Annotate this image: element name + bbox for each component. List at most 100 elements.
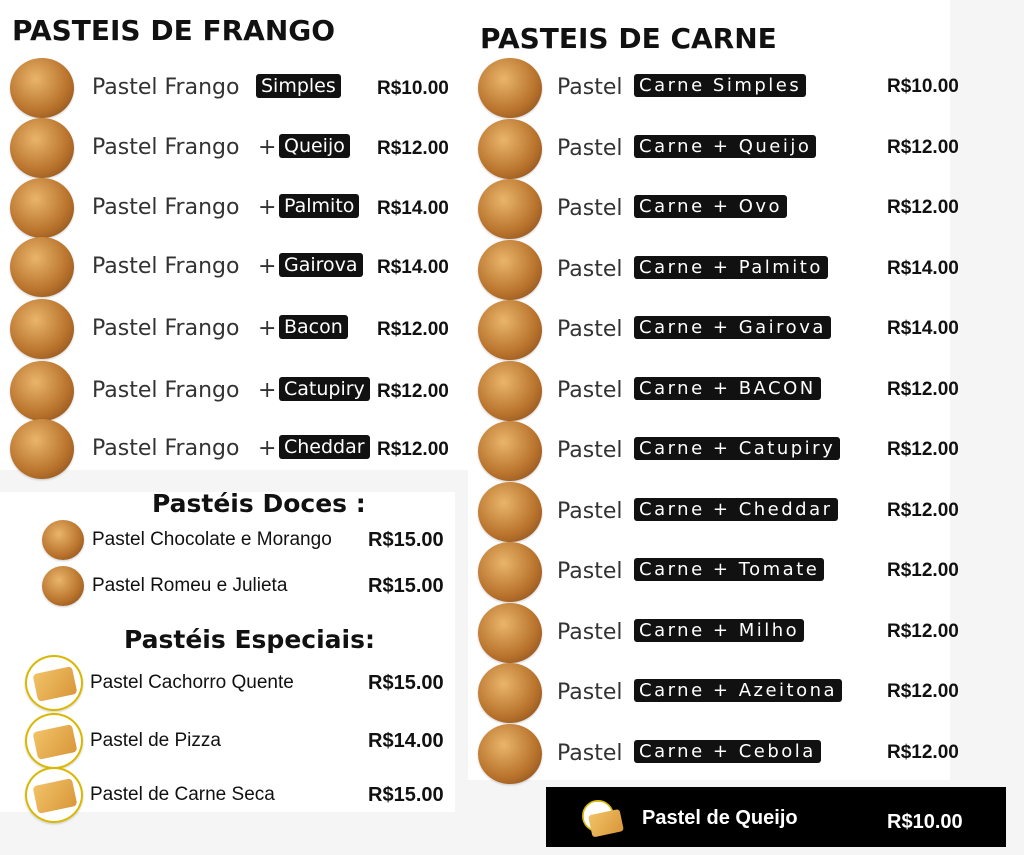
pastel-image xyxy=(10,361,74,421)
item-name: Pastel Chocolate e Morango xyxy=(92,529,332,550)
pastel-image xyxy=(10,118,74,178)
especiais-title: Pastéis Especiais: xyxy=(124,625,375,654)
item-prefix: Pastel xyxy=(557,377,623,403)
pastel-image xyxy=(25,655,83,711)
item-name: Pastel Romeu e Julieta xyxy=(92,575,288,596)
item-price: R$14.00 xyxy=(377,198,449,219)
frango-panel xyxy=(0,0,468,470)
item-badge: Bacon xyxy=(279,315,348,339)
queijo-price: R$10.00 xyxy=(887,811,963,833)
item-prefix: Pastel Frango xyxy=(92,254,240,279)
pastel-image xyxy=(478,179,542,239)
item-prefix: Pastel xyxy=(557,438,623,463)
item-badge: Carne + Cebola xyxy=(634,739,821,763)
item-price: R$14.00 xyxy=(887,318,959,339)
pastel-image xyxy=(478,481,542,542)
item-badge: Gairova xyxy=(279,253,363,277)
item-prefix: Pastel xyxy=(557,317,623,342)
item-badge: Carne + Palmito xyxy=(634,255,828,279)
item-price: R$12.00 xyxy=(887,681,959,702)
plus-sign: + xyxy=(258,378,277,403)
item-prefix: Pastel Frango xyxy=(92,436,240,461)
item-name: Pastel de Carne Seca xyxy=(90,784,275,805)
item-name: Pastel Cachorro Quente xyxy=(90,672,294,693)
item-name: Pastel de Pizza xyxy=(90,730,221,751)
item-badge: Carne Simples xyxy=(634,74,807,97)
item-prefix: Pastel xyxy=(557,559,623,584)
pastel-image xyxy=(478,58,542,118)
item-prefix: Pastel xyxy=(557,619,623,645)
pastel-image xyxy=(478,663,542,723)
pastel-image xyxy=(25,713,83,769)
item-price: R$12.00 xyxy=(377,319,449,340)
item-price: R$14.00 xyxy=(887,257,959,279)
item-badge: Carne + Catupiry xyxy=(634,437,841,460)
queijo-name: Pastel de Queijo xyxy=(642,807,798,829)
pastel-image xyxy=(478,239,542,300)
item-price: R$15.00 xyxy=(368,529,444,551)
item-price: R$12.00 xyxy=(887,197,959,218)
item-prefix: Pastel Frango xyxy=(92,316,240,341)
item-price: R$12.00 xyxy=(887,560,959,581)
pastel-image xyxy=(478,360,542,421)
queijo-banner: Pastel de Queijo R$10.00 xyxy=(546,787,1006,847)
item-badge: Queijo xyxy=(279,134,350,158)
item-badge: Palmito xyxy=(279,194,360,218)
item-price: R$10.00 xyxy=(887,76,959,97)
doces-title: Pastéis Doces : xyxy=(152,489,366,518)
pastel-queijo-image xyxy=(582,800,614,832)
item-badge: Carne + Queijo xyxy=(634,134,817,158)
pastel-image xyxy=(10,237,74,297)
item-prefix: Pastel xyxy=(557,680,623,705)
item-badge: Carne + Milho xyxy=(634,618,805,642)
item-price: R$10.00 xyxy=(377,78,449,99)
item-badge: Catupiry xyxy=(279,377,370,401)
item-price: R$12.00 xyxy=(887,499,959,521)
item-badge: Carne + Tomate xyxy=(634,558,825,581)
plus-sign: + xyxy=(258,135,277,160)
item-prefix: Pastel Frango xyxy=(92,75,240,100)
item-price: R$12.00 xyxy=(887,439,959,460)
pastel-image xyxy=(10,178,74,238)
item-badge: Carne + Cheddar xyxy=(634,497,838,521)
plus-sign: + xyxy=(258,254,277,279)
pastel-image xyxy=(10,58,74,118)
pastel-image xyxy=(478,118,542,179)
pastel-image xyxy=(478,542,542,602)
item-prefix: Pastel xyxy=(557,75,623,100)
item-price: R$12.00 xyxy=(377,138,449,159)
item-prefix: Pastel xyxy=(557,256,623,282)
item-badge: Carne + Azeitona xyxy=(634,679,843,702)
item-prefix: Pastel xyxy=(557,498,623,524)
item-prefix: Pastel xyxy=(557,196,623,221)
frango-title: PASTEIS DE FRANGO xyxy=(12,14,336,47)
item-price: R$15.00 xyxy=(368,672,444,694)
plus-sign: + xyxy=(258,195,277,220)
item-badge: Cheddar xyxy=(279,435,370,459)
pastel-image xyxy=(478,723,542,784)
item-price: R$12.00 xyxy=(377,439,449,460)
item-price: R$12.00 xyxy=(887,136,959,158)
pastel-image xyxy=(42,566,84,606)
item-badge: Carne + Ovo xyxy=(634,195,788,218)
pastel-image xyxy=(478,602,542,663)
item-badge: Carne + Gairova xyxy=(634,316,831,339)
pastel-image xyxy=(10,299,74,359)
pastel-image xyxy=(478,421,542,481)
item-price: R$12.00 xyxy=(887,620,959,642)
item-prefix: Pastel Frango xyxy=(92,195,240,220)
item-price: R$12.00 xyxy=(887,741,959,763)
pastel-image xyxy=(478,300,542,360)
item-prefix: Pastel xyxy=(557,740,623,766)
item-badge: Carne + BACON xyxy=(634,376,821,400)
item-price: R$15.00 xyxy=(368,784,444,806)
plus-sign: + xyxy=(258,436,277,461)
item-price: R$12.00 xyxy=(887,378,959,400)
item-price: R$14.00 xyxy=(377,257,449,278)
item-price: R$15.00 xyxy=(368,575,444,597)
plus-sign: + xyxy=(258,316,277,341)
item-price: R$12.00 xyxy=(377,381,449,402)
carne-title: PASTEIS DE CARNE xyxy=(480,22,777,55)
pastel-image xyxy=(10,419,74,479)
pastel-image xyxy=(25,767,83,823)
